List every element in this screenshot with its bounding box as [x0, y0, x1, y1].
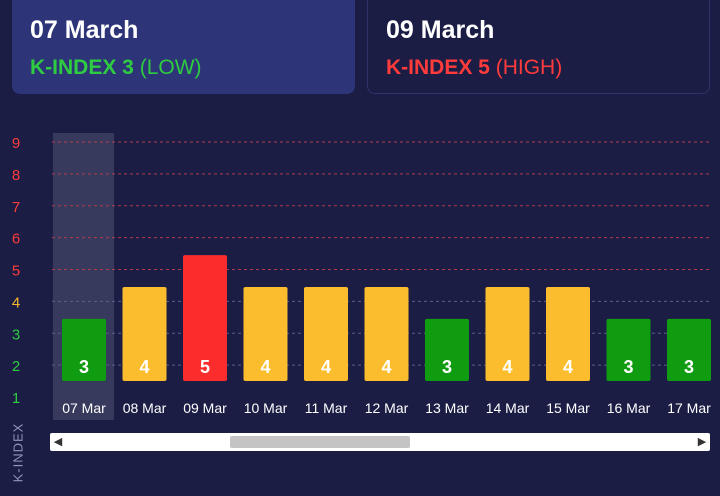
- card-date: 07 March: [30, 16, 139, 44]
- kp-level: (HIGH): [495, 56, 563, 79]
- bar: [667, 318, 711, 381]
- scroll-thumb[interactable]: [230, 436, 410, 448]
- y-tick-label: 4: [12, 294, 20, 311]
- x-tick-label: 10 Mar: [244, 400, 288, 416]
- y-tick-label: 7: [12, 199, 20, 216]
- y-tick-label: 5: [12, 263, 20, 280]
- bar: [183, 255, 227, 381]
- y-tick-label: 1: [12, 390, 20, 407]
- y-tick-label: 3: [12, 326, 20, 343]
- bar-value-label: 4: [139, 357, 149, 377]
- x-tick-label: 16 Mar: [607, 400, 651, 416]
- y-axis-title: K-INDEX: [10, 422, 26, 483]
- bar: [425, 318, 469, 381]
- scroll-left-arrow-icon[interactable]: ◀: [53, 436, 63, 448]
- bar-value-label: 4: [321, 357, 331, 377]
- bar: [606, 318, 651, 381]
- x-tick-label: 11 Mar: [305, 400, 348, 416]
- date-card-09-march[interactable]: 09 March K-INDEX 5 (HIGH): [367, 0, 710, 94]
- date-card-07-march[interactable]: 07 March K-INDEX 3 (LOW): [12, 0, 355, 94]
- bar: [122, 287, 167, 381]
- x-tick-label: 09 Mar: [183, 400, 227, 416]
- bar: [243, 287, 288, 381]
- bar-value-label: 3: [79, 357, 89, 377]
- x-tick-label: 15 Mar: [546, 400, 590, 416]
- horizontal-scrollbar[interactable]: ◀ ▶: [50, 433, 710, 451]
- bar: [304, 287, 348, 381]
- y-tick-label: 6: [12, 231, 20, 248]
- x-tick-label: 07 Mar: [62, 400, 106, 416]
- bar: [62, 318, 106, 381]
- y-tick-label: 2: [12, 358, 20, 375]
- scroll-right-arrow-icon[interactable]: ▶: [697, 436, 707, 448]
- bar-value-label: 4: [381, 357, 391, 377]
- y-tick-label: 9: [12, 135, 20, 152]
- x-tick-label: 08 Mar: [123, 400, 167, 416]
- bar-value-label: 3: [684, 357, 694, 377]
- bar: [364, 287, 409, 381]
- x-tick-label: 13 Mar: [425, 400, 469, 416]
- bar: [485, 287, 530, 381]
- card-kp-line: K-INDEX 5 (HIGH): [386, 56, 691, 80]
- x-tick-label: 17 Mar: [667, 400, 711, 416]
- bar-value-label: 4: [260, 357, 270, 377]
- y-tick-label: 8: [12, 167, 20, 184]
- card-kp-line: K-INDEX 3 (LOW): [30, 56, 337, 80]
- x-tick-label: 12 Mar: [365, 400, 409, 416]
- bar-value-label: 4: [502, 357, 512, 377]
- x-tick-label: 14 Mar: [486, 400, 530, 416]
- k-index-bar-chart: 1 2 3 4 5 6 7 8 9 3 07 Mar 4 08 Mar 5 09 Mar 4 10 Mar 4 11…: [12, 133, 712, 420]
- bar: [546, 287, 590, 381]
- bar-value-label: 4: [563, 357, 573, 377]
- bar-value-label: 5: [200, 357, 210, 377]
- card-date: 09 March: [386, 16, 495, 44]
- bar-value-label: 3: [442, 357, 452, 377]
- kp-level: (LOW): [139, 56, 202, 79]
- kp-value: K-INDEX 3: [30, 56, 134, 79]
- bar-value-label: 3: [623, 357, 633, 377]
- kp-value: K-INDEX 5: [386, 56, 490, 79]
